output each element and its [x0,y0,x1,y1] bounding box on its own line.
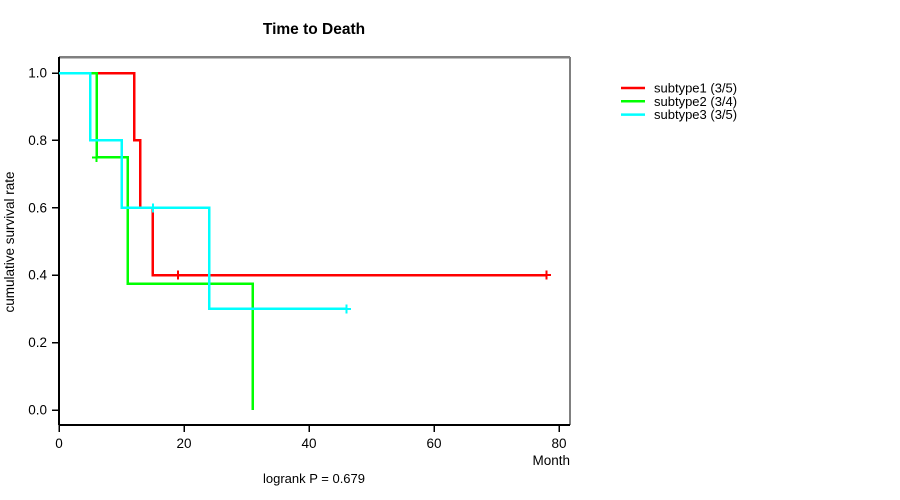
x-axis-label: Month [532,453,570,468]
legend-label-subtype2: subtype2 (3/4) [654,94,737,109]
legend-label-subtype3: subtype3 (3/5) [654,107,737,122]
y-axis-label: cumulative survival rate [2,171,17,312]
x-tick-label: 80 [551,436,566,451]
censor-mark-subtype3 [342,304,351,314]
x-tick-label: 60 [426,436,441,451]
survival-curve-subtype3 [59,71,347,311]
survival-curve-subtype2 [59,71,254,410]
censor-mark-subtype1 [173,270,183,280]
censor-mark-subtype1 [542,270,551,280]
y-tick-label: 0.8 [28,133,47,148]
censor-mark-subtype2 [92,152,101,162]
legend-label-subtype1: subtype1 (3/5) [654,81,737,96]
y-tick-label: 0.0 [28,403,47,418]
survival-curve-subtype1 [59,71,547,277]
curves-layer [59,71,551,410]
legend: subtype1 (3/5)subtype2 (3/4)subtype3 (3/… [621,81,737,122]
y-tick-label: 0.4 [28,268,47,283]
y-tick-label: 1.0 [28,66,47,81]
axes-layer: 0 20 40 60 80 0.0 0.2 0.4 0.6 0.8 1.0 [28,55,571,451]
x-tick-label: 0 [55,436,63,451]
y-tick-label: 0.6 [28,200,47,215]
plot-title: Time to Death [263,21,365,38]
y-tick-label: 0.2 [28,335,47,350]
x-tick-label: 20 [176,436,191,451]
x-tick-label: 40 [301,436,316,451]
censor-mark-subtype3 [148,203,158,213]
logrank-pvalue-label: logrank P = 0.679 [263,471,365,486]
